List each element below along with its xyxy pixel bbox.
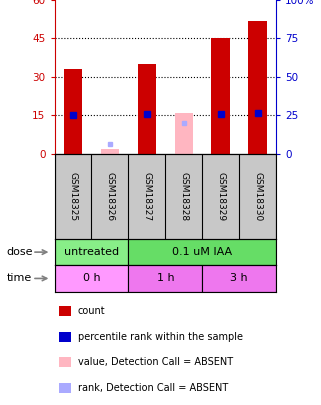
Bar — [59, 332, 71, 342]
Text: rank, Detection Call = ABSENT: rank, Detection Call = ABSENT — [78, 383, 228, 393]
Text: count: count — [78, 306, 105, 316]
Text: GSM18325: GSM18325 — [68, 172, 78, 221]
Bar — [128, 265, 202, 292]
Text: GSM18328: GSM18328 — [179, 172, 188, 221]
Bar — [59, 383, 71, 393]
Bar — [212, 38, 230, 154]
Bar — [128, 239, 276, 265]
Text: value, Detection Call = ABSENT: value, Detection Call = ABSENT — [78, 357, 233, 367]
Text: untreated: untreated — [64, 247, 119, 257]
Text: dose: dose — [6, 247, 33, 257]
Text: 3 h: 3 h — [230, 273, 248, 283]
Text: 0 h: 0 h — [83, 273, 100, 283]
Text: 0.1 uM IAA: 0.1 uM IAA — [172, 247, 232, 257]
Bar — [59, 306, 71, 316]
Text: GSM18329: GSM18329 — [216, 172, 225, 221]
Text: GSM18327: GSM18327 — [142, 172, 152, 221]
Text: GSM18330: GSM18330 — [253, 172, 262, 221]
Bar — [64, 69, 82, 154]
Bar — [138, 64, 156, 154]
Text: GSM18326: GSM18326 — [105, 172, 115, 221]
Bar — [55, 239, 128, 265]
Bar — [101, 149, 119, 154]
Bar — [202, 265, 276, 292]
Text: time: time — [6, 273, 32, 283]
Bar — [248, 21, 267, 154]
Text: percentile rank within the sample: percentile rank within the sample — [78, 332, 243, 342]
Bar — [175, 113, 193, 154]
Bar — [55, 265, 128, 292]
Text: 1 h: 1 h — [157, 273, 174, 283]
Bar — [59, 357, 71, 367]
